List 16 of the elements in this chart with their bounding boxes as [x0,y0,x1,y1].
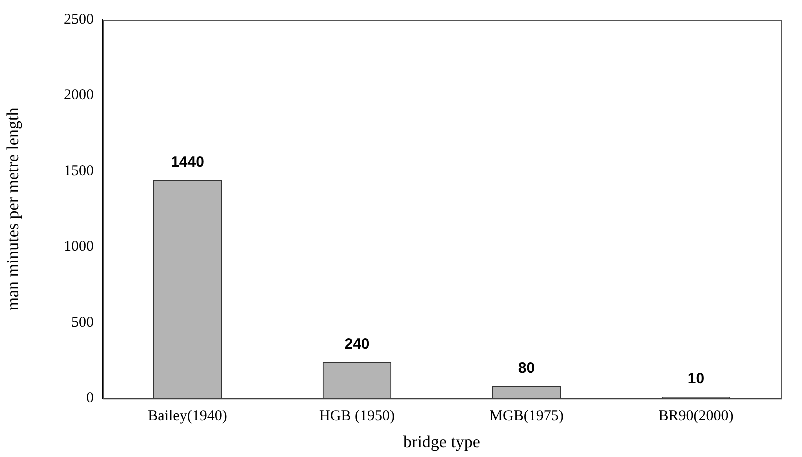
y-tick-label: 1000 [64,239,94,256]
y-tick-label: 2500 [64,12,94,28]
x-tick-label: HGB (1950) [320,408,395,425]
x-tick-label: MGB(1975) [490,408,564,425]
data-label: 240 [344,336,370,353]
x-tick-label: BR90(2000) [658,408,734,425]
data-label: 80 [518,360,536,378]
x-tick-label: Bailey(1940) [148,408,228,425]
x-axis-title: bridge type [404,432,480,452]
y-tick-label: 500 [72,314,94,331]
y-tick-label: 1500 [64,163,94,180]
y-tick-label: 2000 [64,88,94,104]
y-axis-title: man minutes per metre length [4,107,23,311]
data-label: 1440 [171,154,204,172]
y-tick-label: 0 [86,390,94,407]
data-label: 10 [688,370,705,388]
